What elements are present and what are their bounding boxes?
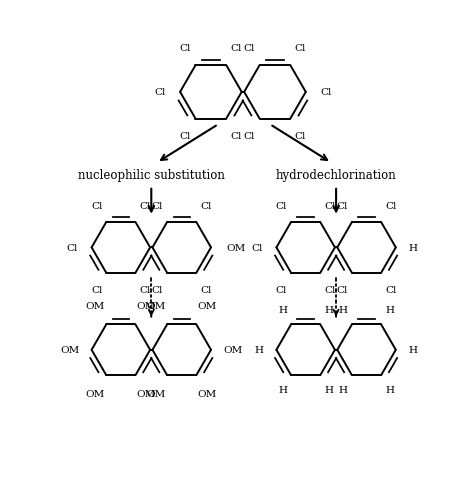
Text: H: H: [324, 306, 333, 315]
Text: H: H: [278, 306, 287, 315]
Text: nucleophilic substitution: nucleophilic substitution: [78, 168, 225, 182]
Text: Cl: Cl: [244, 44, 255, 53]
Text: Cl: Cl: [155, 88, 166, 97]
Text: OM: OM: [146, 302, 166, 311]
Text: Cl: Cl: [385, 285, 396, 294]
Text: OM: OM: [223, 346, 242, 355]
Text: Cl: Cl: [276, 285, 287, 294]
Text: Cl: Cl: [231, 132, 242, 141]
Text: Cl: Cl: [295, 132, 306, 141]
Text: Cl: Cl: [324, 201, 336, 211]
Text: hydrodechlorination: hydrodechlorination: [276, 168, 396, 182]
Text: H: H: [408, 243, 417, 252]
Text: Cl: Cl: [201, 285, 212, 294]
Text: Cl: Cl: [152, 285, 163, 294]
Text: Cl: Cl: [337, 201, 348, 211]
Text: Cl: Cl: [91, 201, 102, 211]
Text: H: H: [339, 386, 348, 394]
Text: H: H: [408, 346, 417, 355]
Text: OM: OM: [198, 390, 217, 398]
Text: Cl: Cl: [67, 243, 78, 252]
Text: Cl: Cl: [91, 285, 102, 294]
Text: H: H: [255, 346, 264, 355]
Text: Cl: Cl: [320, 88, 331, 97]
Text: OM: OM: [86, 302, 105, 311]
Text: Cl: Cl: [337, 285, 348, 294]
Text: Cl: Cl: [139, 285, 151, 294]
Text: Cl: Cl: [180, 44, 191, 53]
Text: H: H: [385, 306, 394, 315]
Text: OM: OM: [60, 346, 80, 355]
Text: Cl: Cl: [139, 201, 151, 211]
Text: H: H: [339, 306, 348, 315]
Text: Cl: Cl: [324, 285, 336, 294]
Text: Cl: Cl: [295, 44, 306, 53]
Text: Cl: Cl: [276, 201, 287, 211]
Text: H: H: [324, 386, 333, 394]
Text: H: H: [385, 386, 394, 394]
Text: OM: OM: [226, 243, 245, 252]
Text: OM: OM: [198, 302, 217, 311]
Text: Cl: Cl: [244, 132, 255, 141]
Text: Cl: Cl: [180, 132, 191, 141]
Text: OM: OM: [86, 390, 105, 398]
Text: Cl: Cl: [152, 201, 163, 211]
Text: H: H: [278, 386, 287, 394]
Text: Cl: Cl: [201, 201, 212, 211]
Text: Cl: Cl: [252, 243, 263, 252]
Text: Cl: Cl: [231, 44, 242, 53]
Text: Cl: Cl: [385, 201, 396, 211]
Text: OM: OM: [146, 390, 166, 398]
Text: OM: OM: [137, 302, 156, 311]
Text: OM: OM: [137, 390, 156, 398]
